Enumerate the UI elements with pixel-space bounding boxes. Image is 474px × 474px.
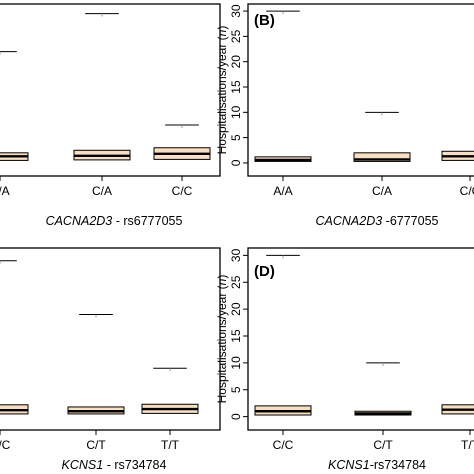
x-axis-title: CACNA2D3 - rs6777055: [46, 214, 183, 228]
x-axis-title-gene: KCNS1: [62, 458, 104, 472]
y-axis-title-text: Hospitalisations/year (: [215, 36, 229, 154]
x-tick-label: T/T: [161, 438, 180, 452]
x-tick-label: C/A: [92, 184, 112, 198]
x-axis-title-snp: - rs734784: [103, 458, 166, 472]
panel-label: (D): [254, 263, 275, 280]
y-tick-label: 25: [229, 275, 243, 289]
x-axis-title-gene: CACNA2D3: [46, 214, 113, 228]
y-tick-label: 10: [229, 105, 243, 119]
x-axis-title-snp: -rs734784: [370, 458, 426, 472]
y-tick-label: 0: [229, 159, 243, 166]
x-axis-title: CACNA2D3 -6777055: [316, 214, 439, 228]
panel-b-chart: A/AC/AC/C051015202530Hospitalisations/ye…: [215, 3, 474, 228]
plot-frame: [0, 3, 221, 177]
y-axis-title-unit: n: [215, 29, 229, 36]
y-axis-title: Hospitalisations/year (n): [215, 275, 229, 404]
x-axis-title-snp: -6777055: [382, 214, 438, 228]
panel-c-chart: C/C C/T T/T KCNS1 - rs734784: [0, 247, 221, 472]
y-tick-label: 10: [229, 356, 243, 370]
x-tick-label: C/C: [0, 438, 11, 452]
plot-frame: [0, 247, 221, 431]
y-tick-label: 25: [229, 29, 243, 43]
x-axis-title: KCNS1-rs734784: [328, 458, 426, 472]
x-tick-label: A/A: [0, 184, 10, 198]
y-tick-label: 30: [229, 4, 243, 18]
x-tick-label: A/A: [273, 184, 292, 198]
x-tick-label: T/T: [461, 438, 474, 452]
box-iqr: [353, 152, 411, 162]
x-axis-title-gene: CACNA2D3: [316, 214, 383, 228]
y-axis-title: Hospitalisations/year (n): [215, 26, 229, 155]
y-axis-title-text: Hospitalisations/year (: [215, 285, 229, 403]
y-tick-label: 0: [229, 413, 243, 420]
y-tick-label: 20: [229, 55, 243, 69]
plot-frame: [247, 3, 474, 177]
y-tick-label: 20: [229, 302, 243, 316]
x-tick-label: C/A: [372, 184, 392, 198]
x-axis-title-snp: - rs6777055: [112, 214, 182, 228]
panel-label: (B): [254, 12, 275, 29]
y-tick-label: 15: [229, 329, 243, 343]
x-axis-title-gene: KCNS1: [328, 458, 370, 472]
plot-frame: [247, 247, 474, 431]
x-tick-label: C/C: [460, 184, 474, 198]
x-tick-label: C/C: [172, 184, 193, 198]
y-tick-label: 30: [229, 248, 243, 262]
y-tick-label: 5: [229, 134, 243, 141]
y-axis-title-close: ): [215, 26, 229, 30]
x-tick-label: C/T: [373, 438, 393, 452]
panel-a-chart: A/A C/A C/C CACNA2D3 - rs6777055: [0, 3, 221, 228]
x-tick-label: C/T: [86, 438, 106, 452]
y-tick-label: 5: [229, 386, 243, 393]
panel-d-chart: C/CC/TT/T051015202530Hospitalisations/ye…: [215, 247, 474, 472]
y-axis-title-unit: n: [215, 278, 229, 285]
x-axis-title: KCNS1 - rs734784: [62, 458, 167, 472]
y-axis-title-close: ): [215, 275, 229, 279]
x-tick-label: C/C: [273, 438, 294, 452]
y-tick-label: 15: [229, 80, 243, 94]
